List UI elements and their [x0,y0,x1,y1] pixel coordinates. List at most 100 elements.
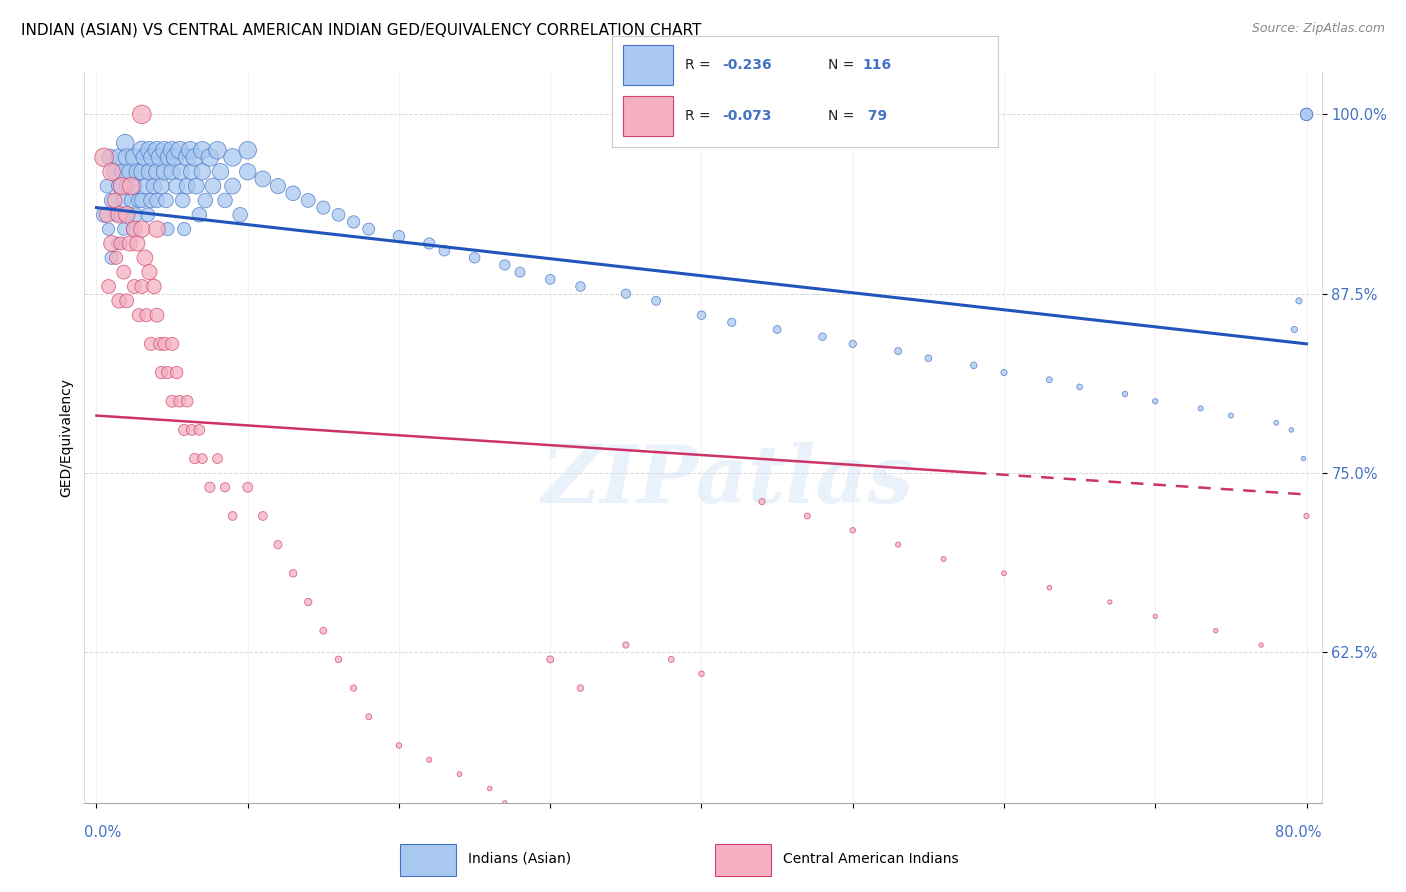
Point [281,566,304,581]
Point [267,538,290,552]
Point [142,179,165,194]
Point [115,293,138,308]
Point [1098,595,1121,609]
Point [214,480,236,494]
Point [131,107,153,121]
Point [932,552,955,566]
Point [93,208,115,222]
Point [136,208,159,222]
Point [1189,401,1212,416]
Point [252,172,274,186]
Point [494,258,516,272]
Point [127,165,149,179]
Point [120,194,142,208]
Point [170,165,193,179]
Point [191,451,214,466]
Point [160,165,183,179]
Point [614,638,637,652]
Point [180,423,202,437]
Point [1069,380,1091,394]
Bar [623,96,673,136]
Point [173,222,195,236]
Point [160,143,183,157]
Point [115,208,138,222]
Point [751,494,773,508]
Point [108,150,131,164]
Text: Source: ZipAtlas.com: Source: ZipAtlas.com [1251,22,1385,36]
Point [157,150,180,164]
Point [100,165,122,179]
Point [236,480,259,494]
Point [842,524,865,538]
Point [1205,624,1227,638]
Point [1295,508,1317,523]
Text: R =: R = [685,58,716,71]
Point [111,165,134,179]
Point [128,194,150,208]
Point [569,279,592,293]
Point [796,508,818,523]
Point [93,150,115,164]
Point [112,265,135,279]
Point [104,194,127,208]
Point [146,308,169,322]
Text: -0.073: -0.073 [721,109,772,123]
Point [141,150,163,164]
Point [357,710,380,724]
Point [124,150,146,164]
Point [179,143,201,157]
Point [418,236,440,251]
Point [297,194,319,208]
Point [150,366,173,380]
Point [357,222,380,236]
Point [153,165,176,179]
Point [125,208,148,222]
Point [98,150,121,164]
Text: ZIPatlas: ZIPatlas [541,442,914,520]
Point [297,595,319,609]
Point [97,279,120,293]
Point [188,208,211,222]
Point [115,208,138,222]
Point [131,165,153,179]
Text: 79: 79 [863,109,887,123]
Point [120,179,142,194]
Point [111,179,134,194]
Point [146,165,169,179]
Point [139,194,162,208]
Point [993,366,1015,380]
Point [118,236,141,251]
Point [165,150,187,164]
Point [146,143,169,157]
Point [1295,107,1317,121]
Point [156,366,179,380]
Point [538,272,561,286]
Point [766,322,789,336]
Point [108,208,131,222]
Point [100,236,122,251]
Point [138,265,160,279]
Point [124,222,146,236]
Point [1265,416,1288,430]
Text: -0.236: -0.236 [721,58,772,71]
Point [312,201,335,215]
Point [267,179,290,194]
Point [214,194,236,208]
Point [538,652,561,666]
Point [176,394,198,409]
Point [107,236,129,251]
Point [201,179,224,194]
Point [569,681,592,695]
Text: 116: 116 [863,58,891,71]
Point [166,179,188,194]
Point [146,222,169,236]
Point [312,624,335,638]
Point [614,286,637,301]
Point [105,251,128,265]
Point [173,423,195,437]
Point [221,508,243,523]
Point [917,351,939,366]
Point [887,538,910,552]
Point [131,222,153,236]
Point [124,179,146,194]
